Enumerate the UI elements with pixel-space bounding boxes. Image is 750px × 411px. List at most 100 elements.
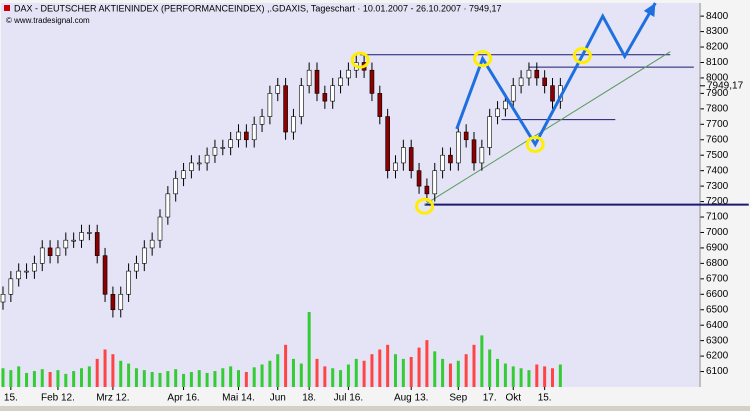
volume-bar [48, 372, 52, 387]
candle-body [455, 131, 461, 164]
volume-bar [551, 368, 554, 387]
volume-bar [362, 360, 366, 387]
candle-body [181, 170, 186, 179]
candle-body [196, 162, 202, 165]
volume-bar [189, 372, 193, 387]
volume-bar [441, 358, 445, 387]
volume-bar [543, 366, 547, 387]
candle-body [259, 116, 265, 125]
candle-body [463, 131, 469, 141]
x-tick-label: Mai 14. [222, 393, 255, 404]
volume-bar [417, 347, 421, 387]
candle-body [251, 124, 257, 141]
candle-body [401, 147, 406, 164]
last-price-label: 7949,17 [707, 80, 744, 91]
volume-bar [205, 372, 209, 387]
candle-body [346, 69, 351, 79]
volume-bar [472, 344, 476, 387]
volume-bar [9, 370, 13, 387]
candle-body [338, 77, 343, 86]
volume-bar [182, 373, 186, 387]
y-tick-label: 7100 [706, 212, 729, 223]
volume-bar [268, 360, 272, 387]
y-tick-label: 6400 [706, 320, 729, 331]
y-tick-label: 6100 [706, 366, 729, 377]
candle-body [526, 69, 532, 79]
candle-body [0, 293, 6, 303]
volume-bar [25, 372, 29, 387]
y-tick-label: 6700 [706, 273, 729, 284]
x-tick-label: Sep [449, 393, 467, 404]
y-tick-label: 7900 [706, 88, 729, 99]
y-tick-label: 7000 [706, 227, 729, 238]
candle-body [32, 263, 37, 272]
highlight-circle [350, 51, 370, 69]
candle-body [134, 263, 139, 272]
highlight-circle [572, 47, 592, 65]
candle-body [487, 116, 493, 148]
volume-bar [252, 367, 256, 387]
volume-bar [394, 354, 397, 387]
volume-bar [370, 354, 374, 387]
volume-bar [527, 370, 531, 387]
candle-body [503, 100, 508, 110]
volume-bar [1, 368, 5, 387]
candle-body [142, 247, 147, 264]
x-tick-label: 15. [538, 393, 552, 404]
volume-bar [134, 368, 138, 387]
volume-bar [299, 363, 303, 387]
candle-body [165, 193, 171, 218]
candle-body [102, 255, 108, 295]
candle-body [550, 85, 555, 102]
volume-bar [535, 364, 539, 387]
volume-bar [119, 360, 123, 387]
candle-body [479, 147, 485, 164]
y-tick-label: 6600 [706, 289, 729, 300]
volume-bar [174, 369, 178, 387]
volume-bar [488, 349, 492, 387]
volume-bar [17, 366, 21, 387]
volume-bar [64, 373, 68, 387]
volume-bar [331, 368, 335, 387]
projection-arrowhead [643, 3, 656, 17]
highlight-circle [415, 197, 435, 215]
volume-bar [456, 360, 460, 387]
volume-bar [166, 371, 170, 387]
x-tick-label: Aug 13. [394, 393, 428, 404]
volume-bar [32, 371, 36, 387]
plot-area [1, 3, 699, 387]
y-tick-label: 7200 [706, 196, 729, 207]
x-tick-label: Jun [270, 393, 286, 404]
candle-body [408, 147, 414, 171]
y-tick-label: 6800 [706, 258, 729, 269]
volume-bar [323, 366, 327, 387]
volume-bar [80, 368, 83, 387]
y-tick-label: 6900 [706, 243, 729, 254]
y-tick-label: 8400 [706, 11, 729, 22]
candle-body [110, 293, 116, 311]
candle-body [377, 93, 383, 117]
volume-bar [480, 335, 484, 387]
candle-body [448, 154, 453, 164]
x-tick-label: Feb 12. [41, 393, 75, 404]
volume-bar [111, 354, 115, 387]
y-tick-label: 8000 [706, 73, 729, 84]
volume-bar [307, 312, 311, 387]
candle-body [440, 154, 445, 171]
volume-bar [496, 358, 500, 387]
volume-bar [229, 366, 233, 387]
candle-body [275, 85, 281, 94]
candle-body [212, 147, 218, 156]
candle-body [393, 162, 398, 171]
volume-bar [409, 357, 413, 387]
y-tick-label: 7500 [706, 150, 729, 161]
source: © www.tradesignal.com [6, 16, 90, 25]
volume-bar [197, 370, 201, 387]
volume-bar [40, 369, 44, 387]
volume-bar [213, 371, 217, 387]
candle-body [322, 93, 328, 102]
candle-body [385, 116, 390, 171]
volume-bar [276, 354, 280, 387]
